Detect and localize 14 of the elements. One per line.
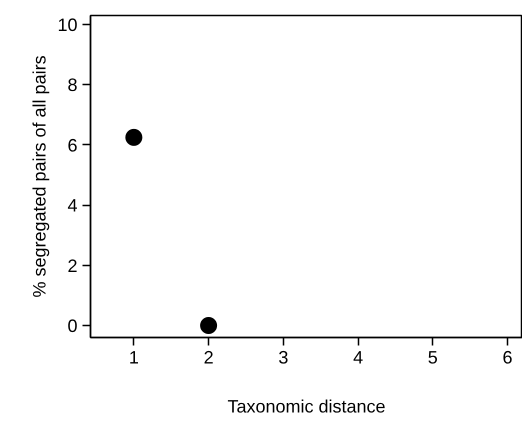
x-tick-label: 2 bbox=[204, 348, 214, 368]
y-tick-label: 0 bbox=[67, 316, 78, 336]
y-tick-label: 10 bbox=[57, 15, 78, 36]
x-tick-label: 4 bbox=[353, 348, 364, 368]
x-tick-label: 3 bbox=[278, 348, 288, 368]
x-tick-label: 5 bbox=[428, 348, 438, 368]
y-tick-label: 2 bbox=[67, 256, 78, 276]
x-tick-label: 6 bbox=[502, 348, 513, 368]
y-tick-label: 6 bbox=[67, 135, 78, 156]
y-tick-label: 4 bbox=[67, 196, 78, 216]
x-axis-title: Taxonomic distance bbox=[227, 396, 386, 416]
x-tick-label: 1 bbox=[128, 348, 139, 368]
y-axis-title: % segregated pairs of all pairs bbox=[29, 55, 50, 298]
y-tick-label: 8 bbox=[67, 75, 78, 96]
